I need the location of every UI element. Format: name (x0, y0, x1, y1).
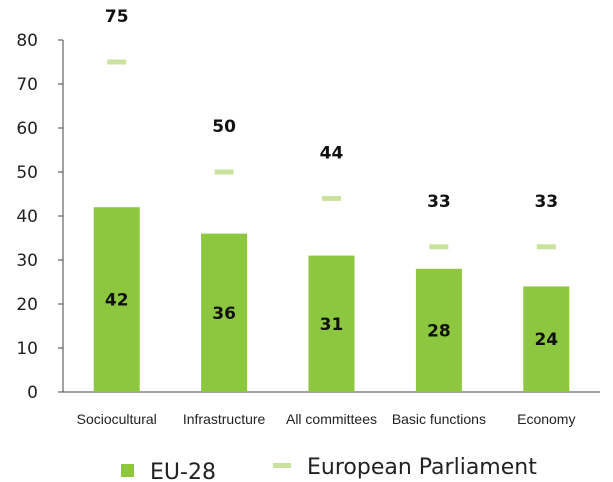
bar-value-label: 36 (212, 304, 236, 324)
y-tick-label: 60 (16, 119, 38, 139)
bar-series: 42 36 31 28 24 (93, 207, 570, 392)
category-label: Sociocultural (77, 411, 157, 427)
legend: EU-28 European Parliament (121, 455, 537, 482)
category-label: Economy (517, 411, 575, 427)
y-tick-label: 20 (16, 295, 38, 315)
marker-value-label: 44 (320, 143, 344, 163)
y-tick-label: 80 (16, 31, 38, 51)
marker (214, 169, 234, 175)
marker-value-label: 33 (427, 192, 451, 212)
legend-label-ep: European Parliament (307, 455, 537, 480)
marker (536, 244, 556, 250)
y-tick-label: 0 (27, 383, 38, 403)
y-tick-label: 70 (16, 75, 38, 95)
marker (107, 59, 127, 65)
bar-value-label: 28 (427, 321, 451, 341)
category-label: All committees (286, 411, 377, 427)
bar-value-label: 24 (534, 330, 558, 350)
y-tick-label: 50 (16, 163, 38, 183)
marker (322, 195, 341, 201)
marker-value-label: 33 (534, 192, 558, 212)
legend-swatch-eu28 (121, 464, 134, 477)
bar (93, 207, 140, 392)
legend-swatch-ep (273, 463, 291, 468)
y-tick-label: 10 (16, 339, 38, 359)
marker-value-label: 50 (212, 117, 236, 137)
marker (429, 244, 449, 250)
marker-series: 75 50 44 33 33 (105, 7, 558, 250)
category-label: Basic functions (392, 411, 486, 427)
y-tick-label: 30 (16, 251, 38, 271)
y-axis-ticks: 0 10 20 30 40 50 60 70 80 (16, 31, 63, 403)
bar (308, 255, 355, 392)
legend-label-eu28: EU-28 (150, 460, 216, 482)
marker-value-label: 75 (105, 7, 129, 27)
bar-value-label: 42 (105, 291, 129, 311)
y-tick-label: 40 (16, 207, 38, 227)
category-label: Infrastructure (183, 411, 266, 427)
category-labels: Sociocultural Infrastructure All committee… (77, 411, 576, 427)
bar (523, 286, 570, 392)
bar-value-label: 31 (320, 315, 344, 335)
bar (415, 268, 462, 392)
bar (201, 233, 248, 392)
